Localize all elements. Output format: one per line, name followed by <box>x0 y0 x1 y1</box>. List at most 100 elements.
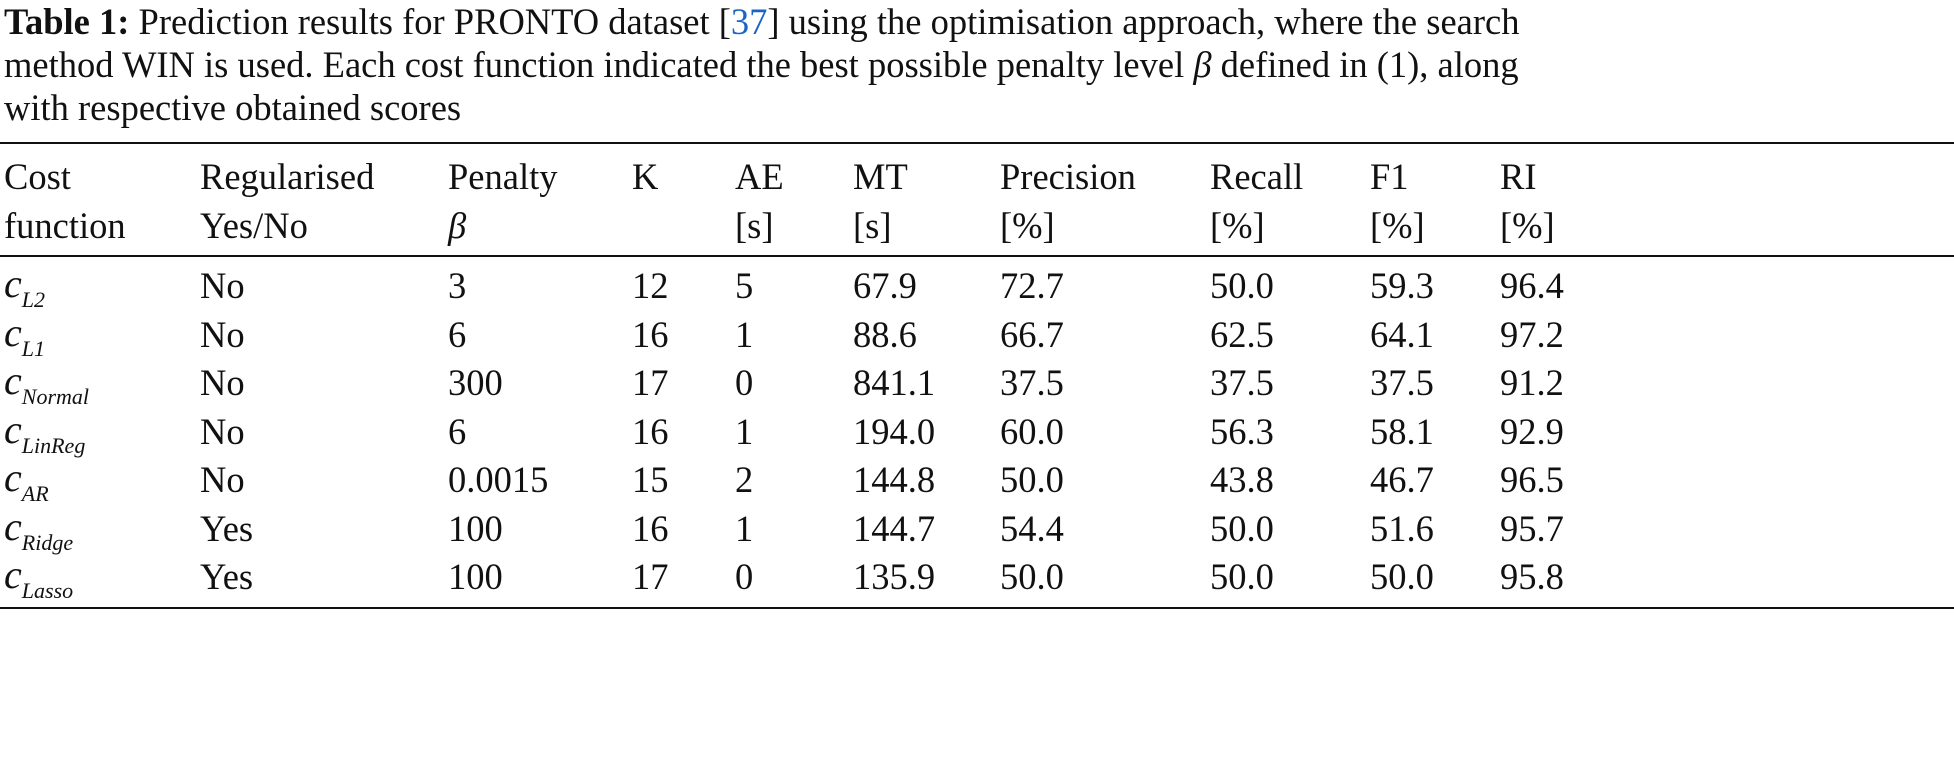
column-header-line1: K <box>632 156 659 197</box>
column-header-line1: RI <box>1500 156 1537 197</box>
table-cell: 16 <box>632 507 669 549</box>
cost-subscript: LinReg <box>21 432 86 458</box>
cost-subscript: Ridge <box>21 529 74 555</box>
caption-text: ] using the optimisation approach, where… <box>767 1 1520 42</box>
caption-text: with respective obtained scores <box>4 87 462 128</box>
column-header-line2: [%] <box>1000 205 1055 246</box>
table-cell: 95.8 <box>1500 556 1564 597</box>
column-header: Cost function <box>4 152 126 250</box>
column-header-line1: MT <box>853 156 908 197</box>
cost-symbol: c <box>4 406 22 452</box>
caption-text: Prediction results for PRONTO dataset [ <box>129 1 731 42</box>
table-cell: 0.0015 <box>448 459 549 500</box>
cost-function-cell: cLinReg <box>4 406 86 466</box>
table-cell: 88.6 <box>853 313 917 355</box>
table-cell: 0 <box>735 556 754 597</box>
table-cell: 144.7 <box>853 507 936 549</box>
table-cell: 194.0 <box>853 410 936 452</box>
table-cell: No <box>200 265 245 306</box>
column-header-line1: Regularised <box>200 156 375 197</box>
table-cell: 56.3 <box>1210 410 1274 452</box>
table-cell: Yes <box>200 556 254 597</box>
cost-symbol: c <box>4 261 22 306</box>
caption-text: defined in (1), along <box>1211 44 1519 85</box>
table-cell: No <box>200 313 245 355</box>
table-cell: 67.9 <box>853 265 917 306</box>
cost-symbol: c <box>4 309 22 355</box>
cost-subscript: AR <box>21 481 49 506</box>
table-cell: 1 <box>735 507 754 549</box>
cost-function-cell: cL1 <box>4 309 45 369</box>
table-caption: Table 1: Prediction results for PRONTO d… <box>4 0 1950 129</box>
table-cell: 50.0 <box>1210 265 1274 306</box>
table-cell: 1 <box>735 313 754 355</box>
column-header-line2: Yes/No <box>200 205 308 246</box>
table-cell: 96.5 <box>1500 459 1564 500</box>
column-header-line2: [%] <box>1500 205 1555 246</box>
table-cell: 91.2 <box>1500 362 1564 403</box>
table-cell: 43.8 <box>1210 459 1274 500</box>
table-cell: 1 <box>735 410 754 452</box>
column-header: Recall [%] <box>1210 152 1303 250</box>
table-cell: 841.1 <box>853 362 936 403</box>
table-cell: 3 <box>448 265 467 306</box>
table-cell: 97.2 <box>1500 313 1564 355</box>
table-cell: 15 <box>632 459 669 500</box>
table-cell: No <box>200 362 245 403</box>
table-cell: No <box>200 459 245 500</box>
table-cell: 72.7 <box>1000 265 1064 306</box>
table-cell: 2 <box>735 459 754 500</box>
column-header: MT [s] <box>853 152 908 250</box>
table-cell: 12 <box>632 265 669 306</box>
top-rule <box>0 142 1954 144</box>
column-header-line1: Recall <box>1210 156 1304 197</box>
table-cell: 0 <box>735 362 754 403</box>
cost-subscript: Normal <box>21 384 90 409</box>
cost-function-cell: cAR <box>4 458 49 514</box>
column-header-line2: [s] <box>735 205 774 246</box>
column-header-line2: β <box>448 205 467 246</box>
table-cell: 50.0 <box>1370 556 1434 597</box>
bottom-rule <box>0 607 1954 609</box>
column-header-line2: function <box>4 205 126 246</box>
table-cell: 60.0 <box>1000 410 1064 452</box>
cost-symbol: c <box>4 552 22 597</box>
table-cell: 5 <box>735 265 754 306</box>
table-cell: 62.5 <box>1210 313 1274 355</box>
table-cell: 50.0 <box>1210 507 1274 549</box>
column-header: F1 [%] <box>1370 152 1425 250</box>
cost-function-cell: cNormal <box>4 361 89 417</box>
column-header: Penalty β <box>448 152 557 250</box>
caption-beta: β <box>1193 44 1212 85</box>
table-cell: 50.0 <box>1210 556 1274 597</box>
table-cell: 96.4 <box>1500 265 1564 306</box>
column-header-line1: F1 <box>1370 156 1409 197</box>
table-cell: 37.5 <box>1210 362 1274 403</box>
column-header: Precision [%] <box>1000 152 1136 250</box>
column-header-line2: [%] <box>1370 205 1425 246</box>
table-cell: 50.0 <box>1000 556 1064 597</box>
column-header-line1: Precision <box>1000 156 1136 197</box>
header-rule <box>0 255 1954 257</box>
cost-subscript: L2 <box>21 287 46 312</box>
cost-function-cell: cL2 <box>4 264 45 320</box>
caption-text: method WIN is used. Each cost function i… <box>4 44 1194 85</box>
table-cell: 144.8 <box>853 459 936 500</box>
column-header-line2: [s] <box>853 205 892 246</box>
table-cell: 6 <box>448 410 467 452</box>
column-header-line1: Cost <box>4 156 71 197</box>
table-cell: 58.1 <box>1370 410 1434 452</box>
cost-function-cell: cLasso <box>4 555 73 611</box>
citation-link[interactable]: 37 <box>730 1 768 42</box>
cost-symbol: c <box>4 455 22 500</box>
column-header-line1: AE <box>735 156 784 197</box>
table-cell: 66.7 <box>1000 313 1064 355</box>
cost-symbol: c <box>4 503 22 549</box>
table-cell: Yes <box>200 507 254 549</box>
table-cell: 37.5 <box>1000 362 1064 403</box>
table-cell: 51.6 <box>1370 507 1434 549</box>
table-cell: 59.3 <box>1370 265 1434 306</box>
table-cell: 46.7 <box>1370 459 1434 500</box>
cost-symbol: c <box>4 358 22 403</box>
table-cell: 37.5 <box>1370 362 1434 403</box>
